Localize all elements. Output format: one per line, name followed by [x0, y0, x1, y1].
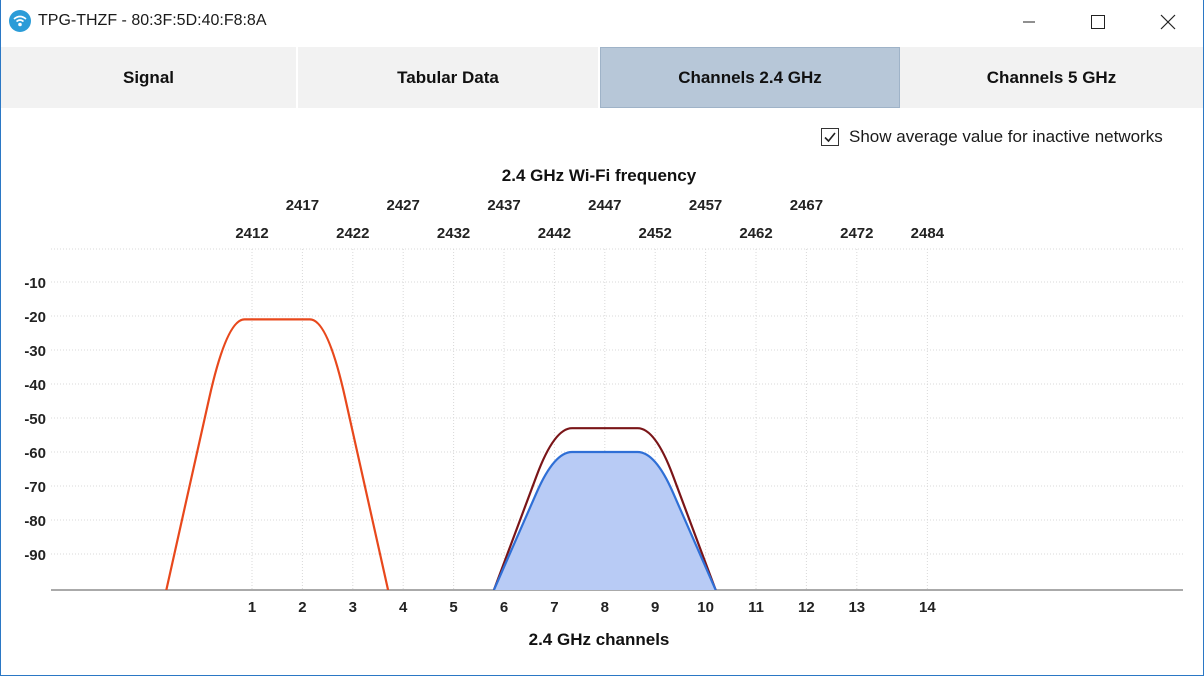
y-tick-label: -50: [24, 411, 46, 428]
y-tick-label: -20: [24, 309, 46, 326]
y-tick-label: -10: [24, 275, 46, 292]
close-button[interactable]: [1145, 0, 1191, 44]
maximize-icon: [1091, 15, 1105, 29]
y-tick-label: -40: [24, 377, 46, 394]
channel-tick-label: 9: [651, 599, 659, 616]
tab-tabular-data[interactable]: Tabular Data: [298, 47, 600, 108]
frequency-tick-label: 2412: [235, 225, 268, 242]
channel-tick-label: 8: [601, 599, 609, 616]
channel-tick-label: 12: [798, 599, 815, 616]
y-tick-label: -60: [24, 445, 46, 462]
channel-tick-label: 14: [919, 599, 936, 616]
show-average-checkbox[interactable]: [821, 128, 839, 146]
title-bar: TPG-THZF - 80:3F:5D:40:F8:8A: [1, 0, 1203, 46]
minimize-icon: [1023, 21, 1035, 23]
show-average-label: Show average value for inactive networks: [849, 127, 1163, 146]
channel-tick-label: 6: [500, 599, 508, 616]
frequency-tick-label: 2417: [286, 197, 319, 214]
tab-signal[interactable]: Signal: [1, 47, 298, 108]
channel-tick-label: 4: [399, 599, 408, 616]
channel-tick-label: 10: [697, 599, 714, 616]
channel-tick-label: 1: [248, 599, 256, 616]
frequency-tick-label: 2462: [739, 225, 772, 242]
frequency-tick-label: 2432: [437, 225, 470, 242]
channel-tick-label: 13: [848, 599, 865, 616]
y-tick-label: -80: [24, 513, 46, 530]
checkmark-icon: [824, 132, 836, 143]
frequency-tick-label: 2472: [840, 225, 873, 242]
close-icon: [1160, 14, 1176, 30]
channel-tick-label: 7: [550, 599, 558, 616]
frequency-tick-label: 2422: [336, 225, 369, 242]
frequency-tick-label: 2437: [487, 197, 520, 214]
frequency-tick-label: 2457: [689, 197, 722, 214]
x-axis-label: 2.4 GHz channels: [529, 630, 670, 649]
frequency-tick-label: 2427: [387, 197, 420, 214]
channel-tick-label: 3: [349, 599, 357, 616]
wifi-app-icon: [9, 10, 31, 32]
channel-tick-label: 5: [449, 599, 457, 616]
tab-channels-5ghz[interactable]: Channels 5 GHz: [900, 47, 1203, 108]
channel-tick-label: 2: [298, 599, 306, 616]
channel-tick-label: 11: [748, 599, 764, 616]
maximize-button[interactable]: [1075, 0, 1121, 44]
y-tick-label: -70: [24, 479, 46, 496]
chart-title: 2.4 GHz Wi-Fi frequency: [502, 166, 697, 185]
network-signal-area: [493, 452, 716, 590]
network-signal-curve: [492, 427, 717, 590]
show-average-option[interactable]: Show average value for inactive networks: [821, 126, 1163, 148]
tab-channels-2-4ghz[interactable]: Channels 2.4 GHz: [600, 47, 900, 108]
y-tick-label: -30: [24, 343, 46, 360]
network-signal-curve: [165, 318, 390, 590]
window-title: TPG-THZF - 80:3F:5D:40:F8:8A: [38, 12, 267, 29]
tab-bar: Signal Tabular Data Channels 2.4 GHz Cha…: [1, 47, 1203, 108]
frequency-tick-label: 2467: [790, 197, 823, 214]
minimize-button[interactable]: [1006, 0, 1052, 44]
frequency-tick-label: 2452: [639, 225, 672, 242]
frequency-tick-label: 2484: [911, 225, 945, 242]
frequency-tick-label: 2442: [538, 225, 571, 242]
y-tick-label: -90: [24, 547, 46, 564]
channel-chart: 2.4 GHz Wi-Fi frequency 2.4 GHz channels…: [24, 166, 1183, 649]
frequency-tick-label: 2447: [588, 197, 621, 214]
network-signal-curve: [492, 450, 717, 590]
